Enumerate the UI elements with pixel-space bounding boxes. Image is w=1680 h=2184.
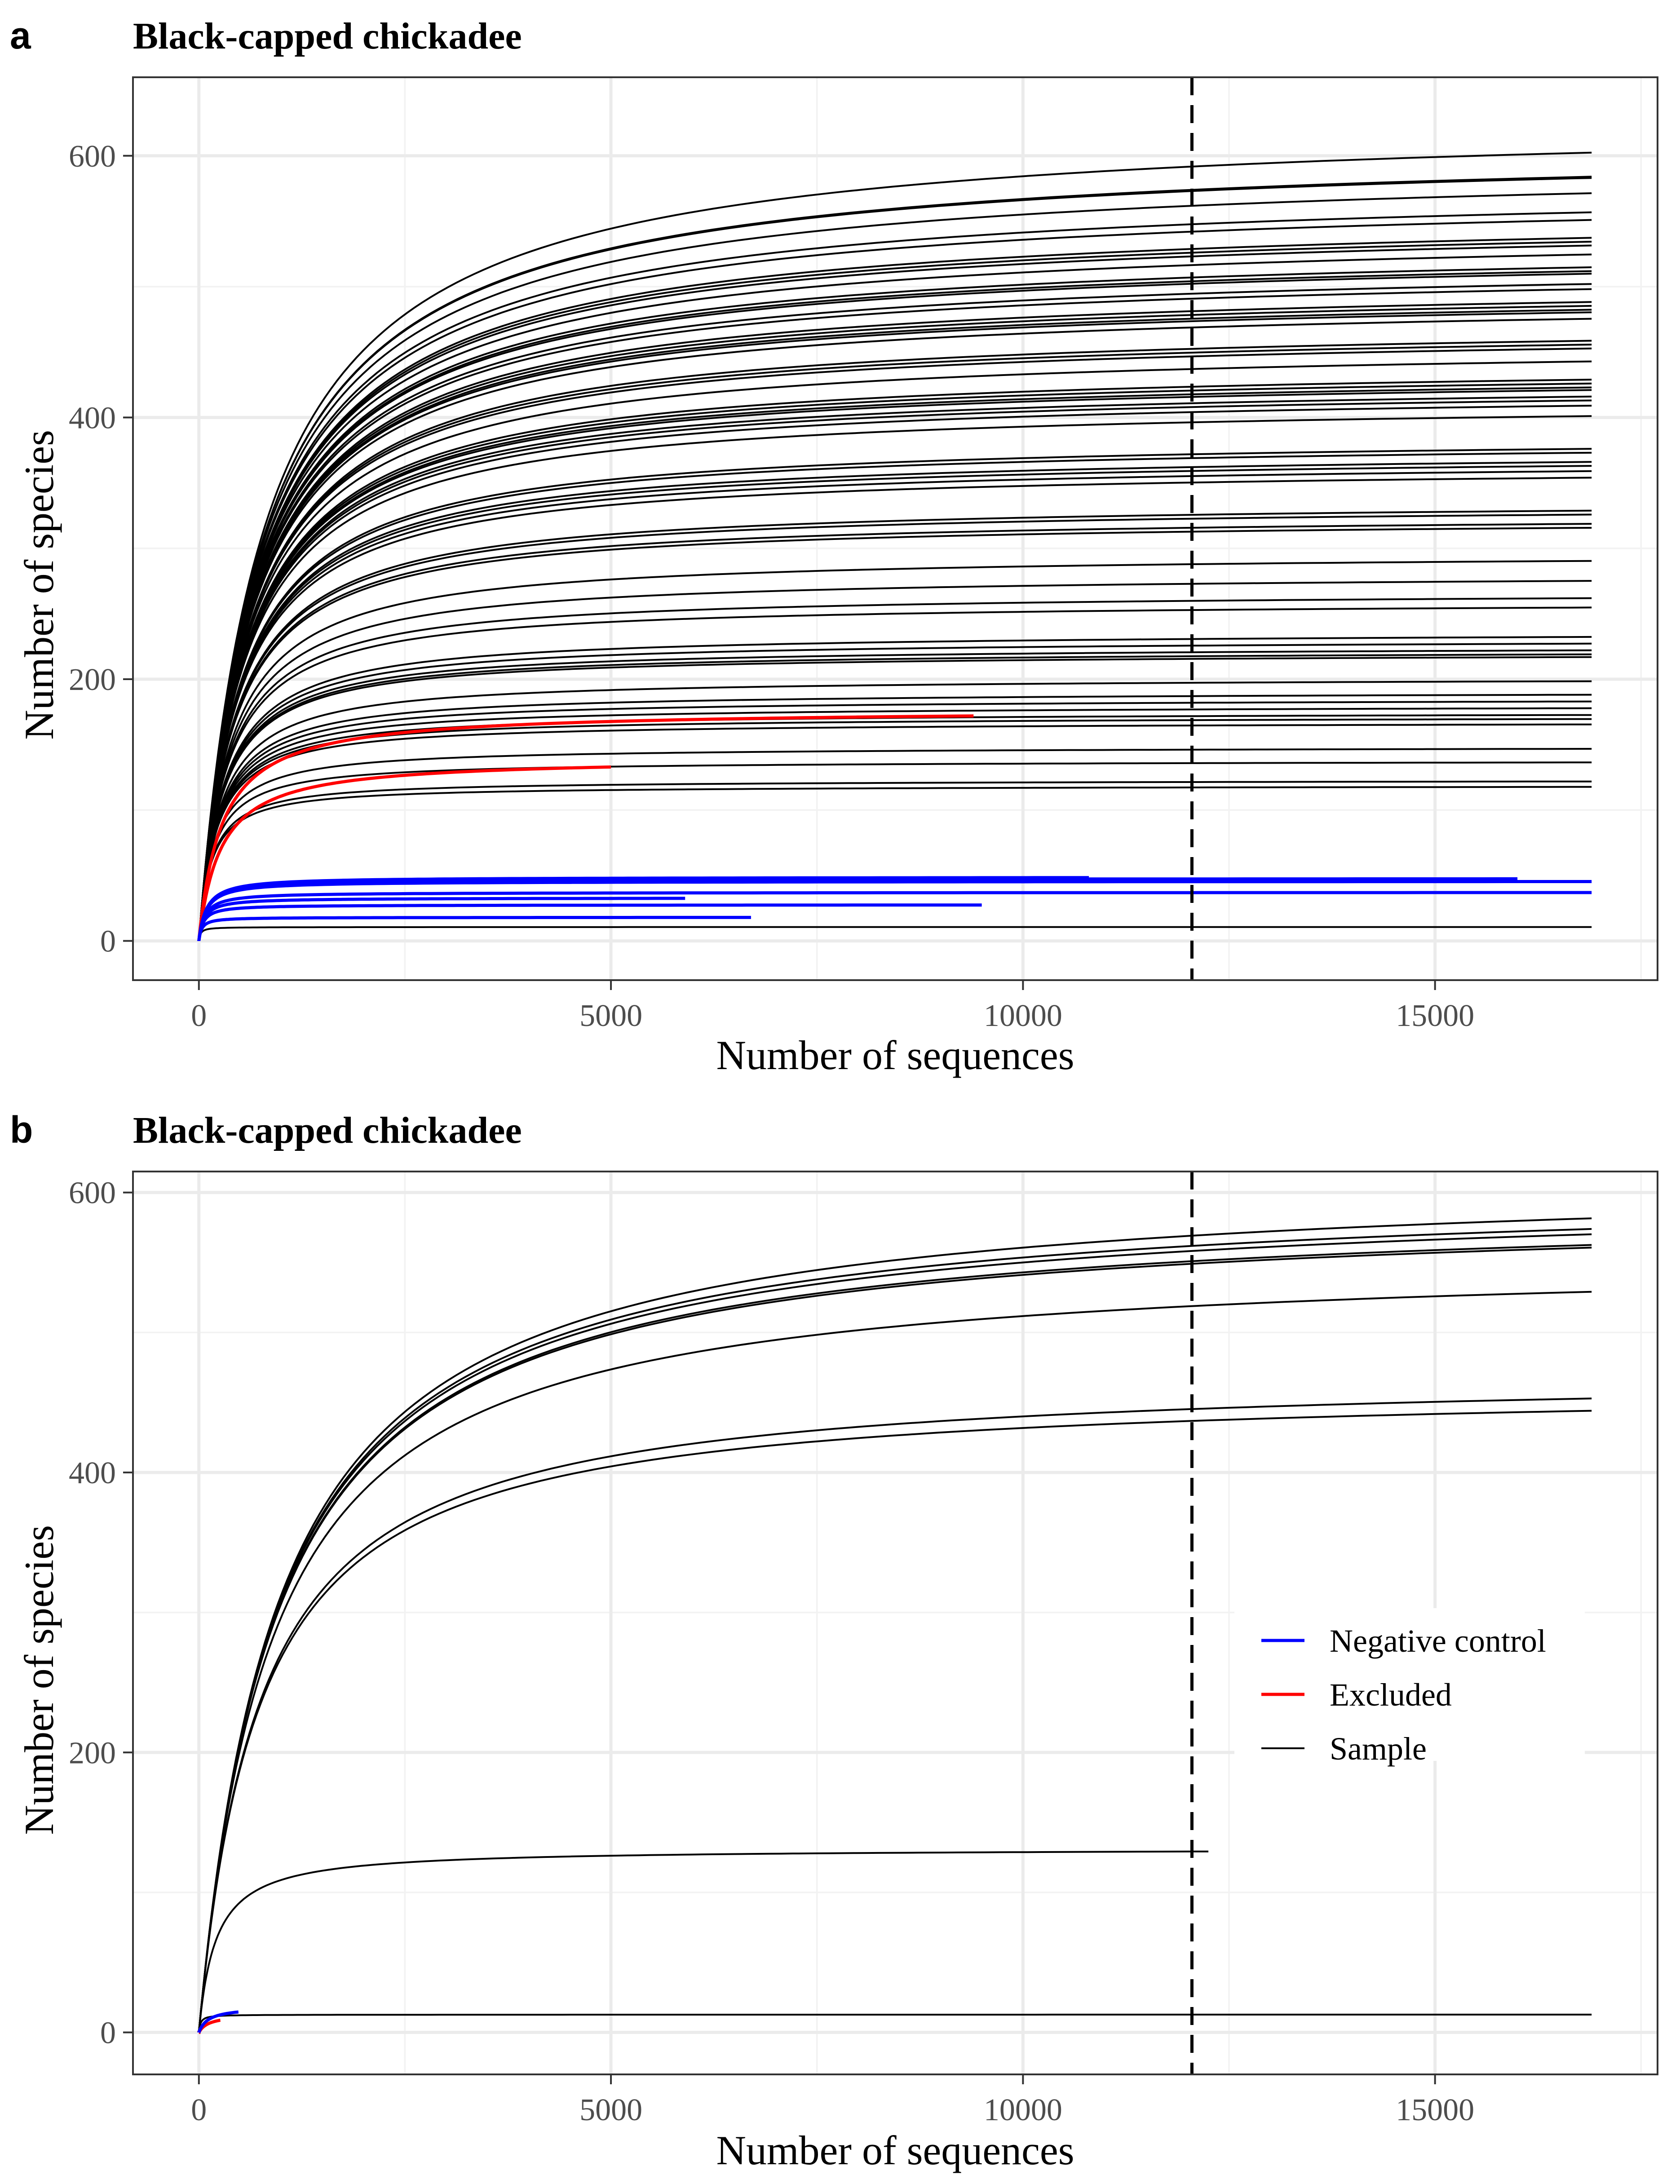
sample-curve: [198, 786, 1592, 941]
legend-label-sample: Sample: [1330, 1731, 1427, 1767]
panel-a-series: [197, 151, 1592, 941]
negative-control-curve: [197, 880, 1592, 941]
negative-control-curve: [197, 903, 982, 941]
panel-b-ytick-label: 400: [69, 1456, 116, 1490]
sample-curve: [198, 244, 1592, 941]
sample-curve: [198, 606, 1592, 941]
negative-control-curve: [197, 915, 751, 941]
panel-b-xtick-label: 5000: [579, 2093, 642, 2127]
negative-control-curve: [197, 876, 1089, 941]
sample-curve: [198, 1850, 1209, 2033]
panel-b-series: [197, 1217, 1592, 2034]
sample-curve: [198, 1291, 1592, 2033]
panel-b-xtick-label: 0: [191, 2093, 207, 2127]
negative-control-curve: [197, 2010, 239, 2034]
legend-label-excluded: Excluded: [1330, 1677, 1452, 1713]
panel-b-ytick-label: 0: [100, 2016, 116, 2051]
sample-curve: [198, 560, 1592, 941]
sample-curve: [198, 597, 1592, 941]
panel-a-y-axis-title: Number of species: [16, 430, 62, 740]
panel-a-ticks: [123, 155, 1436, 990]
sample-curve: [198, 680, 1592, 941]
sample-curve: [198, 270, 1592, 941]
panel-a-ytick-label: 600: [69, 139, 116, 174]
legend-background: [1234, 1608, 1585, 1761]
sample-curve: [198, 241, 1592, 941]
sample-curve: [198, 656, 1592, 941]
panel-a-ytick-label: 400: [69, 401, 116, 435]
sample-curve: [198, 399, 1592, 941]
sample-curve: [198, 707, 1592, 941]
panel-a-xtick-label: 10000: [984, 999, 1062, 1033]
panel-a-xtick-labels: 0 5000 10000 15000: [191, 999, 1474, 1033]
legend-label-negative-control: Negative control: [1330, 1623, 1546, 1659]
sample-curve: [198, 718, 1592, 941]
excluded-curve: [197, 714, 974, 941]
panel-b-y-axis-title: Number of species: [16, 1525, 62, 1835]
panel-b-ytick-labels: 0 200 400 600: [69, 1176, 116, 2051]
sample-curve: [198, 748, 1592, 941]
sample-curve: [198, 415, 1592, 941]
panel-b-xtick-label: 10000: [984, 2093, 1062, 2127]
panel-b-xtick-labels: 0 5000 10000 15000: [191, 2093, 1474, 2127]
sample-curve: [198, 926, 1592, 941]
sample-curve: [198, 527, 1592, 941]
panel-a-ytick-label: 200: [69, 663, 116, 697]
panel-b-xtick-label: 15000: [1396, 2093, 1474, 2127]
panel-a-ytick-labels: 0 200 400 600: [69, 139, 116, 959]
panel-b-title: Black-capped chickadee: [133, 1110, 522, 1151]
sample-curve: [198, 780, 1592, 941]
panel-a-x-axis-title: Number of sequences: [716, 1032, 1074, 1078]
panel-a-grid: [133, 77, 1658, 980]
panel-letter-a: a: [10, 14, 31, 57]
negative-control-curve: [197, 891, 1592, 941]
panel-a-xtick-label: 5000: [579, 999, 642, 1033]
panel-a-frame: [132, 76, 1658, 981]
panel-b-x-axis-title: Number of sequences: [716, 2127, 1074, 2173]
panel-letter-b: b: [10, 1109, 33, 1151]
panel-b-grid: [133, 1172, 1658, 2074]
sample-curve: [198, 477, 1592, 941]
sample-curve: [198, 237, 1592, 941]
sample-curve: [198, 2013, 1592, 2033]
panel-a-xtick-label: 15000: [1396, 999, 1474, 1033]
excluded-curve: [197, 765, 611, 941]
panel-b: b Black-capped chickadee 0 5000 10000 15…: [10, 1109, 1658, 2173]
sample-curve: [198, 580, 1592, 941]
sample-curve: [198, 642, 1592, 941]
sample-curve: [198, 405, 1592, 941]
sample-curve: [198, 694, 1592, 941]
sample-curve: [198, 151, 1592, 941]
panel-a-xtick-label: 0: [191, 999, 207, 1033]
panel-b-ticks: [123, 1191, 1436, 2084]
sample-curve: [198, 700, 1592, 941]
panel-a-ytick-label: 0: [100, 924, 116, 959]
panel-a-title: Black-capped chickadee: [133, 15, 522, 57]
panel-b-ytick-label: 600: [69, 1176, 116, 1211]
sample-curve: [198, 253, 1592, 941]
panel-a: a Black-capped chickadee 0 5000 10000 15…: [10, 14, 1658, 1078]
sample-curve: [198, 649, 1592, 941]
sample-curve: [198, 470, 1592, 941]
legend: Negative control Excluded Sample: [1234, 1608, 1585, 1767]
panel-b-frame: [132, 1171, 1658, 2075]
sample-curve: [198, 1410, 1592, 2033]
negative-control-curve: [197, 877, 1518, 941]
negative-control-curve: [197, 897, 685, 941]
panel-b-ytick-label: 200: [69, 1736, 116, 1770]
sample-curve: [198, 723, 1592, 941]
